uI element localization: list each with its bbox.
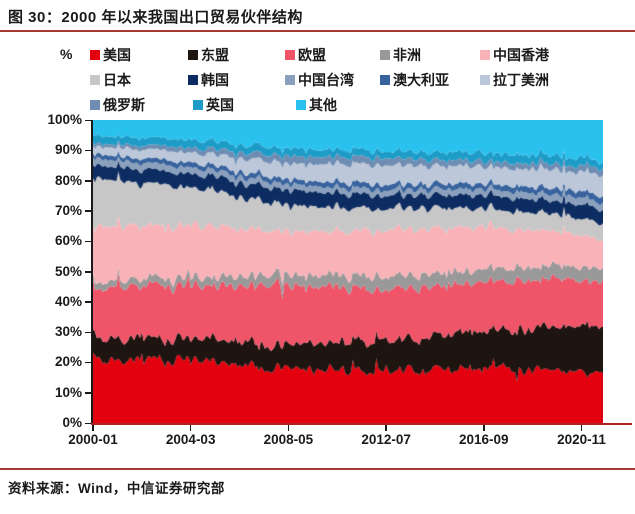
legend-swatch-icon <box>296 99 306 110</box>
legend-swatch-icon <box>188 74 198 85</box>
legend-label: 韩国 <box>201 71 229 88</box>
legend-item: 美国 <box>90 45 188 65</box>
legend-label: 东盟 <box>201 46 229 63</box>
y-tick-label: 30% <box>54 324 82 340</box>
legend-swatch-icon <box>188 49 198 60</box>
y-tick-label: 60% <box>54 233 82 249</box>
legend-label: 美国 <box>103 46 131 63</box>
y-tick-label: 90% <box>54 142 82 158</box>
legend-label: 日本 <box>103 71 131 88</box>
y-axis-unit-label: % <box>60 46 73 62</box>
y-tick-mark <box>85 180 91 182</box>
legend-label: 其他 <box>309 96 337 113</box>
legend-item: 非洲 <box>380 45 480 65</box>
y-tick-label: 10% <box>54 384 82 400</box>
x-axis-line <box>91 423 632 425</box>
legend-item: 东盟 <box>188 45 285 65</box>
x-tick-mark <box>189 425 192 431</box>
legend-label: 欧盟 <box>298 46 326 63</box>
x-tick-mark <box>92 425 94 431</box>
y-tick-label: 40% <box>54 293 82 309</box>
legend-swatch-icon <box>380 74 390 85</box>
legend-row: 俄罗斯 英国 其他 <box>90 92 635 117</box>
y-tick-mark <box>85 210 91 212</box>
source-note: 资料来源：Wind，中信证券研究部 <box>8 481 225 496</box>
x-tick-mark <box>483 425 485 431</box>
y-tick-mark <box>85 240 91 243</box>
y-tick-label: 0% <box>62 415 82 430</box>
y-tick-label: 20% <box>54 354 82 370</box>
legend-item: 英国 <box>193 95 296 115</box>
x-tick-label: 2020-11 <box>557 432 606 447</box>
y-tick-label: 50% <box>54 263 82 279</box>
legend-item: 拉丁美洲 <box>480 70 635 90</box>
x-tick-mark <box>287 425 290 431</box>
y-tick-mark <box>85 119 91 121</box>
x-tick-label: 2008-05 <box>263 432 314 447</box>
legend-label: 非洲 <box>393 46 421 63</box>
legend-swatch-icon <box>480 74 490 85</box>
legend-swatch-icon <box>285 49 295 60</box>
legend-label: 英国 <box>206 96 234 113</box>
legend-item: 中国台湾 <box>285 70 380 90</box>
legend-swatch-icon <box>193 99 203 110</box>
legend-label: 俄罗斯 <box>103 96 145 113</box>
title-divider <box>0 30 635 32</box>
y-tick-mark <box>85 149 91 152</box>
y-axis-line <box>91 120 93 424</box>
y-tick-mark <box>85 331 91 334</box>
x-tick-label: 2016-09 <box>459 432 509 447</box>
legend-item: 欧盟 <box>285 45 380 65</box>
legend-item: 日本 <box>90 70 188 90</box>
legend-swatch-icon <box>480 49 490 60</box>
x-tick-mark <box>385 425 387 431</box>
chart-legend: 美国 东盟 欧盟 非洲 中国香港日本 韩国 中国台湾 澳大利亚 拉丁美洲俄罗斯 英国 其他 <box>90 42 635 117</box>
legend-item: 澳大利亚 <box>380 70 480 90</box>
legend-label: 中国台湾 <box>298 71 354 88</box>
y-tick-label: 80% <box>54 172 82 188</box>
x-tick-label: 2004-03 <box>165 432 216 447</box>
legend-row: 美国 东盟 欧盟 非洲 中国香港 <box>90 42 635 67</box>
x-tick-label: 2012-07 <box>361 432 411 447</box>
legend-swatch-icon <box>90 99 100 110</box>
y-tick-mark <box>85 301 91 303</box>
legend-swatch-icon <box>380 49 390 60</box>
y-tick-mark <box>85 271 91 273</box>
legend-row: 日本 韩国 中国台湾 澳大利亚 拉丁美洲 <box>90 67 635 92</box>
legend-item: 韩国 <box>188 70 285 90</box>
legend-swatch-icon <box>90 49 100 60</box>
y-tick-mark <box>85 422 91 424</box>
legend-item: 俄罗斯 <box>90 95 193 115</box>
legend-label: 拉丁美洲 <box>493 71 549 88</box>
legend-swatch-icon <box>90 74 100 85</box>
y-tick-label: 100% <box>47 112 82 127</box>
legend-item: 中国香港 <box>480 45 635 65</box>
footer-divider <box>0 468 635 470</box>
legend-label: 澳大利亚 <box>393 71 449 88</box>
legend-item: 其他 <box>296 95 635 115</box>
y-tick-mark <box>85 361 91 364</box>
y-tick-label: 70% <box>54 202 82 218</box>
legend-label: 中国香港 <box>493 46 549 63</box>
legend-swatch-icon <box>285 74 295 85</box>
x-tick-label: 2000-01 <box>68 432 118 447</box>
plot-area <box>93 120 603 423</box>
figure-title: 图 30：2000 年以来我国出口贸易伙伴结构 <box>8 9 303 26</box>
x-tick-mark <box>580 425 583 431</box>
y-tick-mark <box>85 392 91 394</box>
